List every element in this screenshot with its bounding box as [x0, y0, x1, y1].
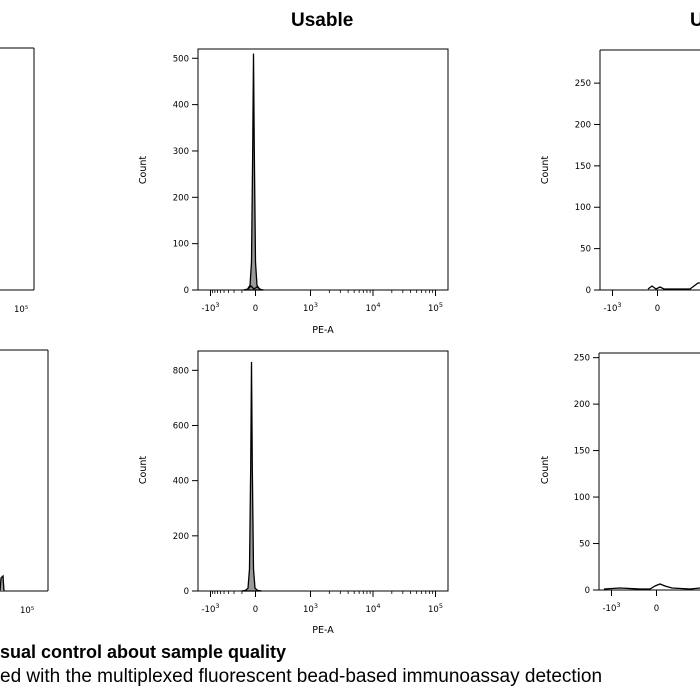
y-tick-label: 400: [173, 477, 189, 487]
y-tick-label: 400: [173, 101, 189, 111]
histogram-area: [241, 361, 262, 592]
y-tick-label: 50: [580, 245, 591, 255]
column-title-right: U: [690, 10, 700, 31]
x-axis-title: PE-A: [312, 625, 334, 636]
histogram-area: [243, 53, 264, 291]
x-tick-label: 10⁵: [14, 305, 28, 315]
y-tick-label: 100: [574, 493, 590, 503]
x-tick-label: 10⁵: [20, 606, 34, 616]
x-tick-label: 104: [366, 301, 381, 314]
y-axis-title: Count: [540, 156, 551, 184]
y-tick-label: 0: [585, 586, 590, 596]
y-tick-label: 100: [173, 240, 189, 250]
y-tick-label: 200: [575, 120, 591, 130]
y-tick-label: 100: [575, 203, 591, 213]
x-tick-label: -103: [201, 301, 219, 314]
y-tick-label: 0: [586, 286, 591, 296]
histogram-trace: [647, 282, 700, 290]
column-title-usable: Usable: [291, 10, 354, 31]
histogram-bottom-left: 10⁵: [0, 349, 49, 616]
y-tick-label: 50: [579, 540, 590, 550]
histogram-top-left: 10⁵: [0, 47, 35, 315]
x-tick-label: -103: [201, 602, 219, 615]
y-tick-label: 150: [575, 162, 591, 172]
y-axis-title: Count: [138, 456, 149, 484]
x-tick-label: 0: [654, 604, 659, 614]
y-tick-label: 0: [184, 286, 189, 296]
y-axis-title: Count: [138, 156, 149, 184]
y-tick-label: 600: [173, 421, 189, 431]
y-tick-label: 250: [575, 79, 591, 89]
y-tick-label: 500: [173, 54, 189, 64]
y-tick-label: 300: [173, 147, 189, 157]
x-tick-label: 0: [655, 304, 660, 314]
caption-title: sual control about sample quality: [0, 642, 287, 662]
x-tick-label: 0: [253, 605, 258, 615]
histogram-top-right: Count 0 50 100 150 200 250 -103 0: [540, 49, 700, 314]
histogram-top-middle: Count PE-A 0 100 200 300 400 500 -103 0 103 104 1…: [138, 48, 449, 336]
x-tick-label: 105: [428, 301, 443, 314]
y-tick-label: 150: [574, 447, 590, 457]
histogram-bottom-right: Count 0 50 100 150 200 250 -103 0: [540, 352, 700, 614]
x-tick-label: 105: [428, 602, 443, 615]
x-tick-label: -103: [603, 301, 621, 314]
x-tick-label: 103: [303, 301, 318, 314]
x-tick-label: 104: [366, 602, 381, 615]
x-tick-label: -103: [602, 601, 620, 614]
histogram-bottom-middle: Count PE-A 0 200 400 600 800 -103 0 103 104 105: [138, 350, 449, 636]
y-tick-label: 250: [574, 354, 590, 364]
x-tick-label: 0: [253, 304, 258, 314]
plot-frame: [197, 350, 449, 592]
y-tick-label: 800: [173, 366, 189, 376]
plot-frame: [197, 48, 449, 291]
y-tick-label: 200: [173, 532, 189, 542]
y-tick-label: 200: [574, 400, 590, 410]
x-tick-label: 103: [303, 602, 318, 615]
y-axis-title: Count: [540, 456, 551, 484]
histogram-trace: [0, 574, 5, 592]
y-tick-label: 0: [184, 587, 189, 597]
y-tick-label: 200: [173, 193, 189, 203]
baseline-noise: [247, 285, 261, 290]
x-axis-title: PE-A: [312, 325, 334, 336]
histogram-trace: [603, 583, 700, 590]
caption-text: ed with the multiplexed fluorescent bead…: [0, 666, 603, 687]
